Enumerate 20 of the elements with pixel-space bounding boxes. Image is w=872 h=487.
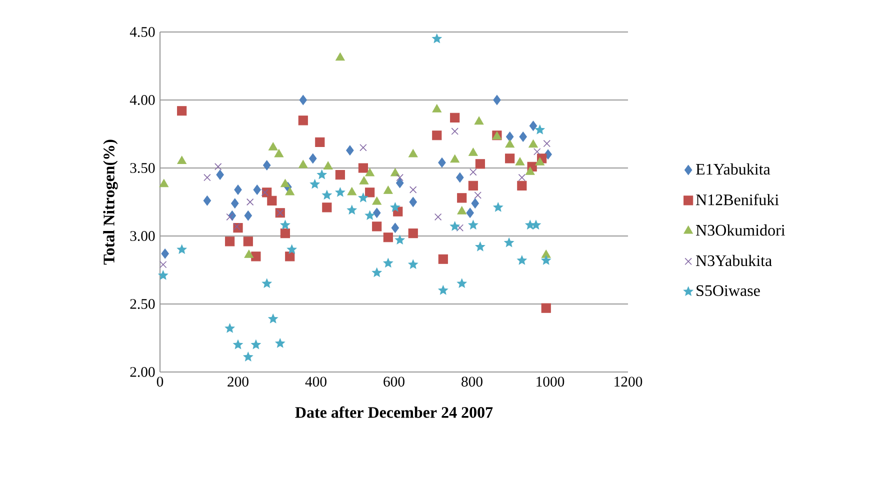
y-axis-title: Total Nitrogen(%): [103, 140, 118, 265]
legend-label: S5Oiwase: [696, 285, 760, 296]
x-axis-title: Date after December 24 2007: [295, 406, 493, 418]
x-tick-label: 1000: [536, 376, 564, 387]
y-tick-label: 2.50: [130, 299, 155, 309]
x-tick-label: 0: [156, 376, 164, 387]
x-tick-label: 800: [462, 376, 482, 387]
x-tick-label: 1200: [614, 376, 642, 387]
legend-label: E1Yabukita: [696, 163, 770, 175]
legend-label: N3Yabukita: [696, 254, 772, 266]
y-tick-label: 4.00: [130, 95, 155, 105]
y-tick-label: 3.50: [130, 163, 155, 173]
x-tick-label: 400: [305, 376, 326, 387]
legend-label: N3Okumidori: [696, 224, 786, 236]
y-tick-label: 4.50: [130, 27, 155, 37]
x-tick-label: 600: [384, 376, 404, 387]
y-tick-label: 3.00: [130, 231, 155, 241]
legend-label: N12Benifuki: [696, 194, 779, 206]
y-tick-label: 2.00: [130, 367, 155, 377]
x-tick-label: 200: [228, 376, 248, 387]
